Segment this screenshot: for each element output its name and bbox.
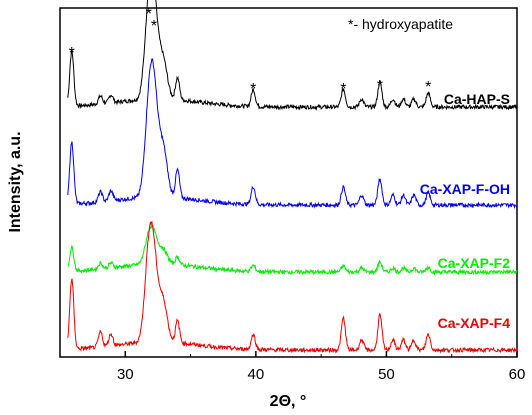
peak-star: *	[377, 78, 383, 95]
peak-markers: **** * * *	[69, 6, 432, 98]
x-axis-ticks: 30 40 50 60	[59, 351, 526, 383]
series-line	[67, 220, 518, 354]
series-labels: Ca-HAP-S Ca-XAP-F-OH Ca-XAP-F2 Ca-XAP-F4	[420, 91, 510, 331]
series-label: Ca-XAP-F2	[438, 255, 511, 271]
y-axis-title: Intensity, a.u.	[7, 131, 24, 232]
series-line	[67, 224, 518, 276]
peak-star: *	[340, 81, 346, 98]
series-label: Ca-XAP-F-OH	[420, 181, 510, 197]
peak-star: *	[151, 18, 157, 35]
peak-star: *	[69, 45, 75, 62]
series-label: Ca-HAP-S	[444, 91, 510, 107]
x-tick-label: 30	[117, 366, 134, 383]
hydroxyapatite-annotation: *- hydroxyapatite	[348, 16, 453, 32]
series-label: Ca-XAP-F4	[438, 315, 511, 331]
peak-star: *	[146, 6, 152, 23]
x-tick-label: 40	[248, 366, 265, 383]
peak-star: *	[250, 81, 256, 98]
plot-frame	[59, 7, 518, 358]
series-line	[67, 58, 518, 209]
peak-star: *	[425, 79, 431, 96]
x-tick-label: 50	[378, 366, 395, 383]
series-line	[67, 0, 518, 111]
x-axis-title: 2Θ, °	[270, 393, 307, 410]
x-tick-label: 60	[509, 366, 526, 383]
series-curves	[67, 0, 518, 354]
